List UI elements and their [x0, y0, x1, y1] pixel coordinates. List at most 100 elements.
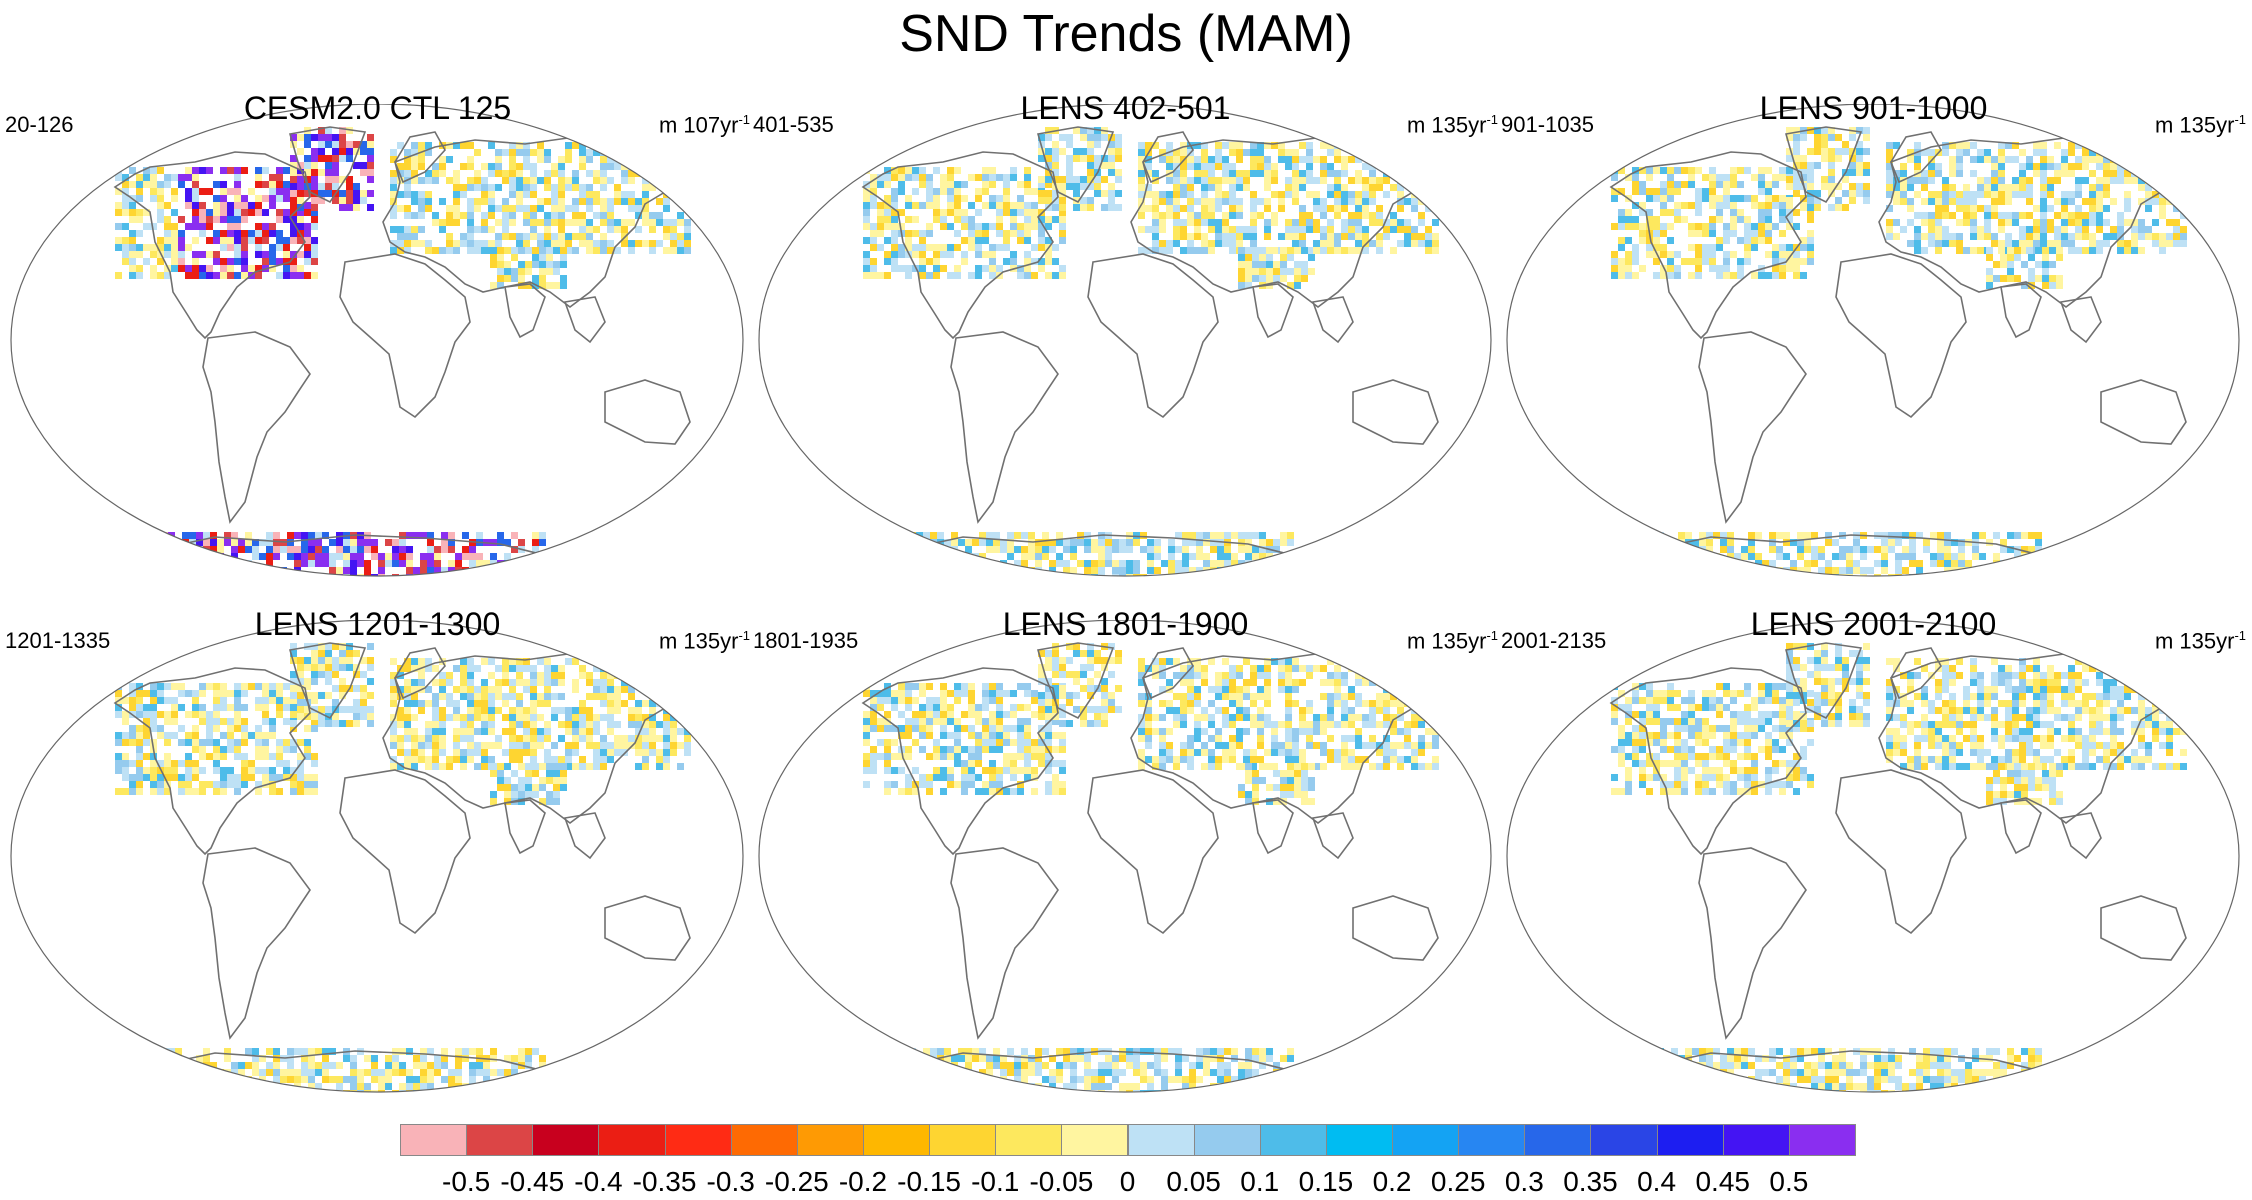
trend-cell: [1094, 162, 1101, 169]
trend-cell: [1842, 190, 1849, 197]
trend-cell: [1702, 223, 1709, 230]
trend-cell: [1779, 258, 1786, 265]
trend-cell: [1825, 567, 1832, 574]
trend-cell: [495, 184, 502, 191]
trend-cell: [1998, 226, 2005, 233]
trend-cell: [1818, 567, 1825, 574]
trend-cell: [656, 142, 663, 149]
trend-cell: [206, 209, 213, 216]
trend-cell: [122, 258, 129, 265]
trend-cell: [982, 223, 989, 230]
trend-cell: [231, 1062, 238, 1069]
trend-cell: [551, 205, 558, 212]
trend-cell: [490, 574, 497, 576]
trend-cell: [357, 581, 364, 588]
trend-cell: [1000, 539, 1007, 546]
trend-cell: [364, 1055, 371, 1062]
panel-units: m 107yr-1: [658, 112, 750, 138]
trend-cell: [318, 720, 325, 727]
trend-cell: [1320, 233, 1327, 240]
trend-cell: [213, 725, 220, 732]
trend-cell: [171, 718, 178, 725]
trend-cell: [411, 693, 418, 700]
trend-cell: [425, 149, 432, 156]
trend-cell: [339, 127, 346, 134]
trend-cell: [192, 739, 199, 746]
trend-cell: [308, 560, 315, 567]
trend-cell: [2103, 233, 2110, 240]
trend-cell: [460, 714, 467, 721]
trend-cell: [140, 539, 147, 546]
trend-cell: [523, 212, 530, 219]
trend-cell: [523, 728, 530, 735]
trend-cell: [280, 1069, 287, 1076]
trend-cell: [1935, 163, 1942, 170]
trend-cell: [182, 1090, 189, 1092]
trend-cell: [1688, 167, 1695, 174]
trend-cell: [213, 237, 220, 244]
trend-cell: [1800, 258, 1807, 265]
trend-cell: [996, 265, 1003, 272]
trend-cell: [2145, 170, 2152, 177]
trend-cell: [1779, 195, 1786, 202]
trend-cell: [1369, 240, 1376, 247]
trend-cell: [192, 788, 199, 795]
trend-cell: [1168, 581, 1175, 588]
trend-cell: [684, 700, 691, 707]
trend-cell: [490, 1097, 497, 1104]
trend-cell: [339, 664, 346, 671]
trend-cell: [579, 721, 586, 728]
trend-cell: [635, 700, 642, 707]
trend-cell: [593, 756, 600, 763]
trend-cell: [122, 753, 129, 760]
trend-cell: [2096, 247, 2103, 254]
trend-cell: [1772, 202, 1779, 209]
trend-cell: [227, 216, 234, 223]
trend-cell: [1194, 247, 1201, 254]
trend-cell: [891, 244, 898, 251]
trend-cell: [572, 735, 579, 742]
trend-cell: [1921, 177, 1928, 184]
trend-cell: [1727, 539, 1734, 546]
trend-cell: [446, 693, 453, 700]
trend-cell: [255, 244, 262, 251]
trend-cell: [290, 251, 297, 258]
trend-cell: [1273, 567, 1280, 574]
trend-cell: [1236, 240, 1243, 247]
trend-cell: [336, 546, 343, 553]
trend-cell: [2012, 184, 2019, 191]
trend-cell: [1783, 539, 1790, 546]
trend-cell: [1077, 539, 1084, 546]
trend-cell: [311, 664, 318, 671]
trend-cell: [677, 763, 684, 770]
trend-cell: [418, 742, 425, 749]
trend-cell: [2159, 184, 2166, 191]
trend-cell: [252, 553, 259, 560]
trend-cell: [367, 204, 374, 211]
trend-cell: [1105, 553, 1112, 560]
trend-cell: [304, 202, 311, 209]
trend-cell: [439, 742, 446, 749]
trend-cell: [150, 195, 157, 202]
trend-cell: [532, 539, 539, 546]
trend-cell: [276, 711, 283, 718]
trend-cell: [2152, 219, 2159, 226]
trend-cell: [1266, 275, 1273, 282]
trend-cell: [593, 240, 600, 247]
trend-cell: [546, 268, 553, 275]
trend-cell: [1266, 560, 1273, 567]
trend-cell: [476, 1090, 483, 1092]
trend-cell: [1229, 163, 1236, 170]
trend-cell: [511, 275, 518, 282]
trend-cell: [413, 1055, 420, 1062]
trend-cell: [495, 665, 502, 672]
trend-cell: [241, 767, 248, 774]
trend-cell: [1685, 567, 1692, 574]
trend-cell: [1678, 553, 1685, 560]
trend-cell: [294, 1076, 301, 1083]
trend-cell: [1059, 183, 1066, 190]
trend-cell: [1166, 142, 1173, 149]
trend-cell: [539, 275, 546, 282]
trend-cell: [1215, 233, 1222, 240]
coastline-australia: [1352, 379, 1439, 445]
